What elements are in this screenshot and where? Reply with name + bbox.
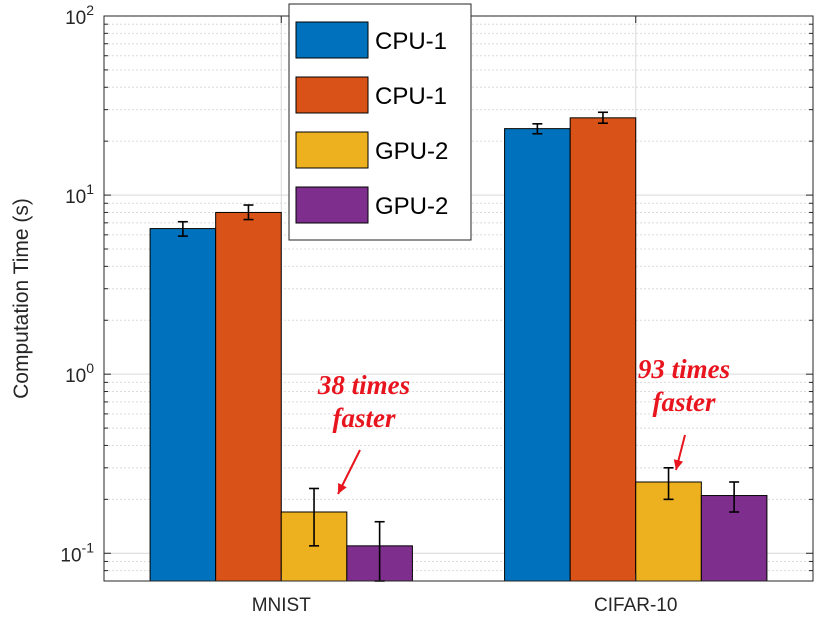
annotation-text: faster [333, 403, 396, 433]
error-bar [663, 467, 674, 501]
y-axis-ticks: 10-1 100 101 102 [60, 2, 813, 582]
error-bar [309, 487, 320, 547]
x-tick-label: MNIST [252, 595, 312, 616]
legend-swatch [295, 76, 369, 114]
legend-swatch [295, 21, 369, 59]
legend-label: GPU-2 [375, 138, 448, 165]
legend-label: CPU-1 [375, 83, 447, 110]
annotation-text: faster [653, 387, 716, 417]
annotation-text: 38 times [317, 370, 410, 400]
y-tick-label: 102 [65, 2, 94, 29]
bar [504, 128, 571, 582]
annotation-arrowhead [338, 483, 347, 494]
legend-label: GPU-2 [375, 193, 448, 220]
legend-entry: CPU-1 [295, 76, 447, 114]
legend: CPU-1 CPU-1 GPU-2 GPU-2 [288, 3, 472, 241]
bar [569, 117, 637, 582]
legend-label: CPU-1 [375, 28, 447, 55]
y-tick-label: 10-1 [60, 539, 94, 566]
error-bar [729, 481, 740, 513]
error-bar [177, 220, 188, 237]
y-tick-label: 101 [65, 181, 94, 208]
legend-swatch [295, 186, 369, 224]
legend-entry: GPU-2 [295, 131, 448, 169]
legend-entry: CPU-1 [295, 21, 447, 59]
y-axis-label: Computation Time (s) [10, 198, 33, 399]
error-bar [243, 204, 254, 221]
x-tick-label: CIFAR-10 [594, 595, 677, 616]
x-axis-ticks: MNIST CIFAR-10 [252, 16, 677, 616]
annotation-text: 93 times [638, 354, 730, 384]
bar [149, 228, 217, 582]
bar [215, 211, 282, 582]
legend-swatch [295, 131, 369, 169]
error-bar [597, 111, 608, 125]
legend-entry: GPU-2 [295, 186, 448, 224]
y-tick-label: 100 [65, 360, 94, 387]
annotation-arrowhead [673, 459, 684, 470]
error-bar [532, 123, 543, 135]
